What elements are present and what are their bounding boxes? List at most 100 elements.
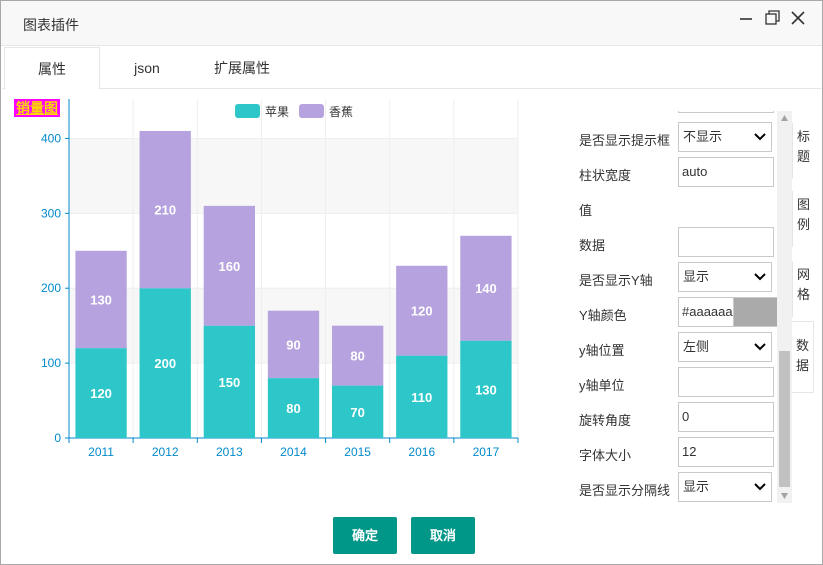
bar-apple-label: 120	[90, 386, 112, 401]
rotation-label: 旋转角度	[579, 413, 632, 428]
bar-apple-label: 80	[286, 401, 300, 416]
partial-field[interactable]	[678, 111, 774, 113]
property-panel-scrollbar[interactable]	[777, 111, 792, 503]
chart-svg: 0 100 200 300 400 120 130 2011 200 210 2012 150 160 2…	[41, 99, 519, 459]
bar-width-input[interactable]: auto	[678, 157, 774, 187]
data-label: 数据	[579, 238, 606, 253]
tab-extended-properties[interactable]: 扩展属性	[214, 60, 270, 76]
value-label: 值	[579, 203, 593, 218]
legend-swatch-banana	[299, 104, 324, 118]
prop-row-y-axis-unit: y轴单位	[573, 367, 778, 399]
prop-row-split-line: 是否显示分隔线 显示	[573, 472, 778, 503]
side-tab-bar: 标题 图例 网格 数据	[792, 111, 814, 393]
y-tick-label: 200	[41, 281, 61, 295]
property-panel: 是否显示提示框 不显示 柱状宽度 auto 值 数据 是否显示Y轴 显示 Y轴颜	[573, 111, 778, 503]
legend-label-apple: 苹果	[265, 105, 289, 119]
prop-row-show-y-axis: 是否显示Y轴 显示	[573, 262, 778, 294]
dialog-title: 图表插件	[23, 17, 79, 33]
bar-banana-label: 160	[219, 259, 241, 274]
bar-banana	[331, 325, 384, 386]
bar-apple	[396, 355, 448, 438]
data-input[interactable]	[678, 227, 774, 257]
side-tab-legend[interactable]: 图例	[792, 191, 814, 247]
bar-banana-label: 80	[350, 349, 364, 364]
restore-icon[interactable]	[763, 9, 781, 27]
x-tick-label: 2012	[152, 445, 179, 459]
side-tab-title[interactable]: 标题	[792, 123, 814, 179]
font-size-label: 字体大小	[579, 448, 632, 463]
close-icon[interactable]	[789, 9, 807, 27]
minimize-icon[interactable]	[737, 9, 755, 27]
y-tick-label: 300	[41, 206, 61, 220]
bar-apple-label: 70	[350, 405, 364, 420]
cancel-button[interactable]: 取消	[411, 517, 475, 554]
tooltip-select[interactable]: 不显示	[678, 122, 772, 152]
bar-banana	[203, 205, 256, 326]
show-y-axis-select-value: 显示	[683, 269, 710, 284]
x-tick-label: 2016	[408, 445, 435, 459]
bar-banana-label: 120	[411, 304, 433, 319]
tooltip-label: 是否显示提示框	[579, 133, 671, 148]
y-axis-position-select[interactable]: 左侧	[678, 332, 772, 362]
grid-band	[69, 138, 518, 214]
x-tick-label: 2014	[280, 445, 307, 459]
chart-preview: 销量图 0 100 200 300 400 120 130 2011 200 210 2012 150…	[11, 99, 521, 464]
chevron-down-icon	[754, 133, 766, 141]
y-axis-color-swatch[interactable]	[733, 297, 778, 327]
bar-apple-label: 110	[411, 390, 432, 405]
confirm-button[interactable]: 确定	[333, 517, 397, 554]
title-bar: 图表插件	[1, 1, 822, 46]
y-tick-label: 100	[41, 356, 61, 370]
prop-row-y-axis-color: Y轴颜色 #aaaaaa	[573, 297, 778, 329]
tab-bar: 属性 json 扩展属性	[2, 47, 821, 90]
scroll-up-icon[interactable]	[780, 114, 789, 122]
legend-swatch-apple	[235, 104, 260, 118]
side-tab-data[interactable]: 数据	[792, 321, 814, 393]
prop-row-value: 值	[573, 192, 778, 224]
legend-label-banana: 香蕉	[329, 105, 353, 119]
tab-properties[interactable]: 属性	[4, 47, 100, 90]
bar-banana-label: 210	[154, 203, 176, 218]
tooltip-select-value: 不显示	[683, 129, 723, 144]
tab-json[interactable]: json	[134, 60, 160, 76]
y-axis-position-label: y轴位置	[579, 343, 625, 358]
y-axis-color-input[interactable]: #aaaaaa	[678, 297, 734, 327]
scrollbar-thumb[interactable]	[779, 351, 790, 487]
x-tick-label: 2017	[473, 445, 500, 459]
bar-banana-label: 140	[475, 281, 497, 296]
split-line-select-value: 显示	[683, 479, 710, 494]
y-tick-label: 0	[54, 431, 61, 445]
bar-banana-label: 130	[90, 292, 112, 307]
bar-apple	[331, 385, 384, 438]
chevron-down-icon	[754, 273, 766, 281]
prop-row-y-axis-position: y轴位置 左侧	[573, 332, 778, 364]
bar-apple	[267, 378, 320, 438]
x-tick-label: 2011	[88, 445, 114, 459]
bar-apple-label: 200	[154, 356, 176, 371]
y-axis-unit-label: y轴单位	[579, 378, 625, 393]
bar-apple	[139, 288, 191, 438]
side-tab-grid[interactable]: 网格	[792, 261, 814, 317]
split-line-label: 是否显示分隔线	[579, 483, 671, 498]
bar-apple	[75, 348, 127, 438]
y-tick-label: 400	[41, 131, 61, 145]
chevron-down-icon	[754, 483, 766, 491]
split-line-select[interactable]: 显示	[678, 472, 772, 502]
bar-banana	[396, 265, 448, 356]
prop-row-partial	[573, 111, 778, 115]
bar-apple	[460, 340, 512, 438]
bar-banana	[460, 235, 512, 341]
scroll-down-icon[interactable]	[780, 492, 789, 500]
font-size-input[interactable]: 12	[678, 437, 774, 467]
show-y-axis-select[interactable]: 显示	[678, 262, 772, 292]
chart-title: 销量图	[14, 99, 60, 117]
bar-apple-label: 150	[219, 375, 241, 390]
bar-apple	[203, 325, 256, 438]
y-axis-unit-input[interactable]	[678, 367, 774, 397]
rotation-input[interactable]: 0	[678, 402, 774, 432]
bar-banana	[267, 310, 320, 379]
prop-row-rotation: 旋转角度 0	[573, 402, 778, 434]
bar-apple-label: 130	[475, 382, 497, 397]
x-tick-label: 2013	[216, 445, 243, 459]
bar-width-label: 柱状宽度	[579, 168, 632, 183]
